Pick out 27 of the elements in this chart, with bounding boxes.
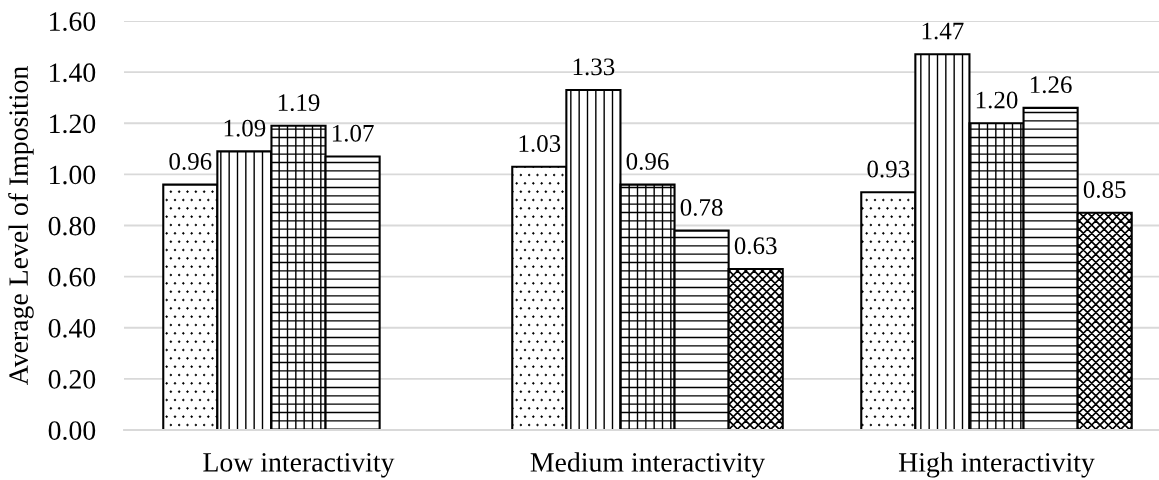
y-tick-label: 1.20 bbox=[50, 114, 96, 134]
y-tick-label: 0.00 bbox=[48, 421, 96, 441]
x-tick-label: Medium interactivity bbox=[530, 452, 766, 478]
data-label: 1.33 bbox=[573, 58, 615, 76]
data-label: 1.07 bbox=[332, 124, 374, 142]
data-label: 1.09 bbox=[224, 119, 266, 137]
data-label: 0.63 bbox=[734, 237, 777, 255]
y-tick-label: 1.60 bbox=[50, 12, 96, 32]
y-tick-label: 0.60 bbox=[48, 267, 96, 287]
y-axis-title: Average Level of Imposition bbox=[8, 66, 34, 386]
data-label: 1.03 bbox=[519, 135, 561, 153]
data-label: 1.47 bbox=[922, 22, 964, 40]
data-label: 1.20 bbox=[976, 91, 1018, 109]
data-label: 0.78 bbox=[680, 198, 723, 216]
data-label: 1.19 bbox=[278, 94, 320, 112]
y-tick-label: 1.00 bbox=[50, 165, 96, 185]
data-label: 0.96 bbox=[169, 152, 212, 170]
y-tick-label: 0.80 bbox=[48, 216, 96, 236]
y-tick-label: 0.20 bbox=[48, 370, 96, 389]
y-tick-label: 0.40 bbox=[48, 318, 96, 338]
x-tick-label: High interactivity bbox=[898, 452, 1095, 478]
y-tick-label: 1.40 bbox=[50, 63, 96, 83]
data-label: 0.85 bbox=[1083, 181, 1126, 199]
x-tick-label: Low interactivity bbox=[203, 453, 395, 478]
data-label: 0.93 bbox=[867, 160, 910, 178]
data-label: 0.96 bbox=[626, 152, 669, 170]
data-label: 1.26 bbox=[1030, 76, 1072, 94]
